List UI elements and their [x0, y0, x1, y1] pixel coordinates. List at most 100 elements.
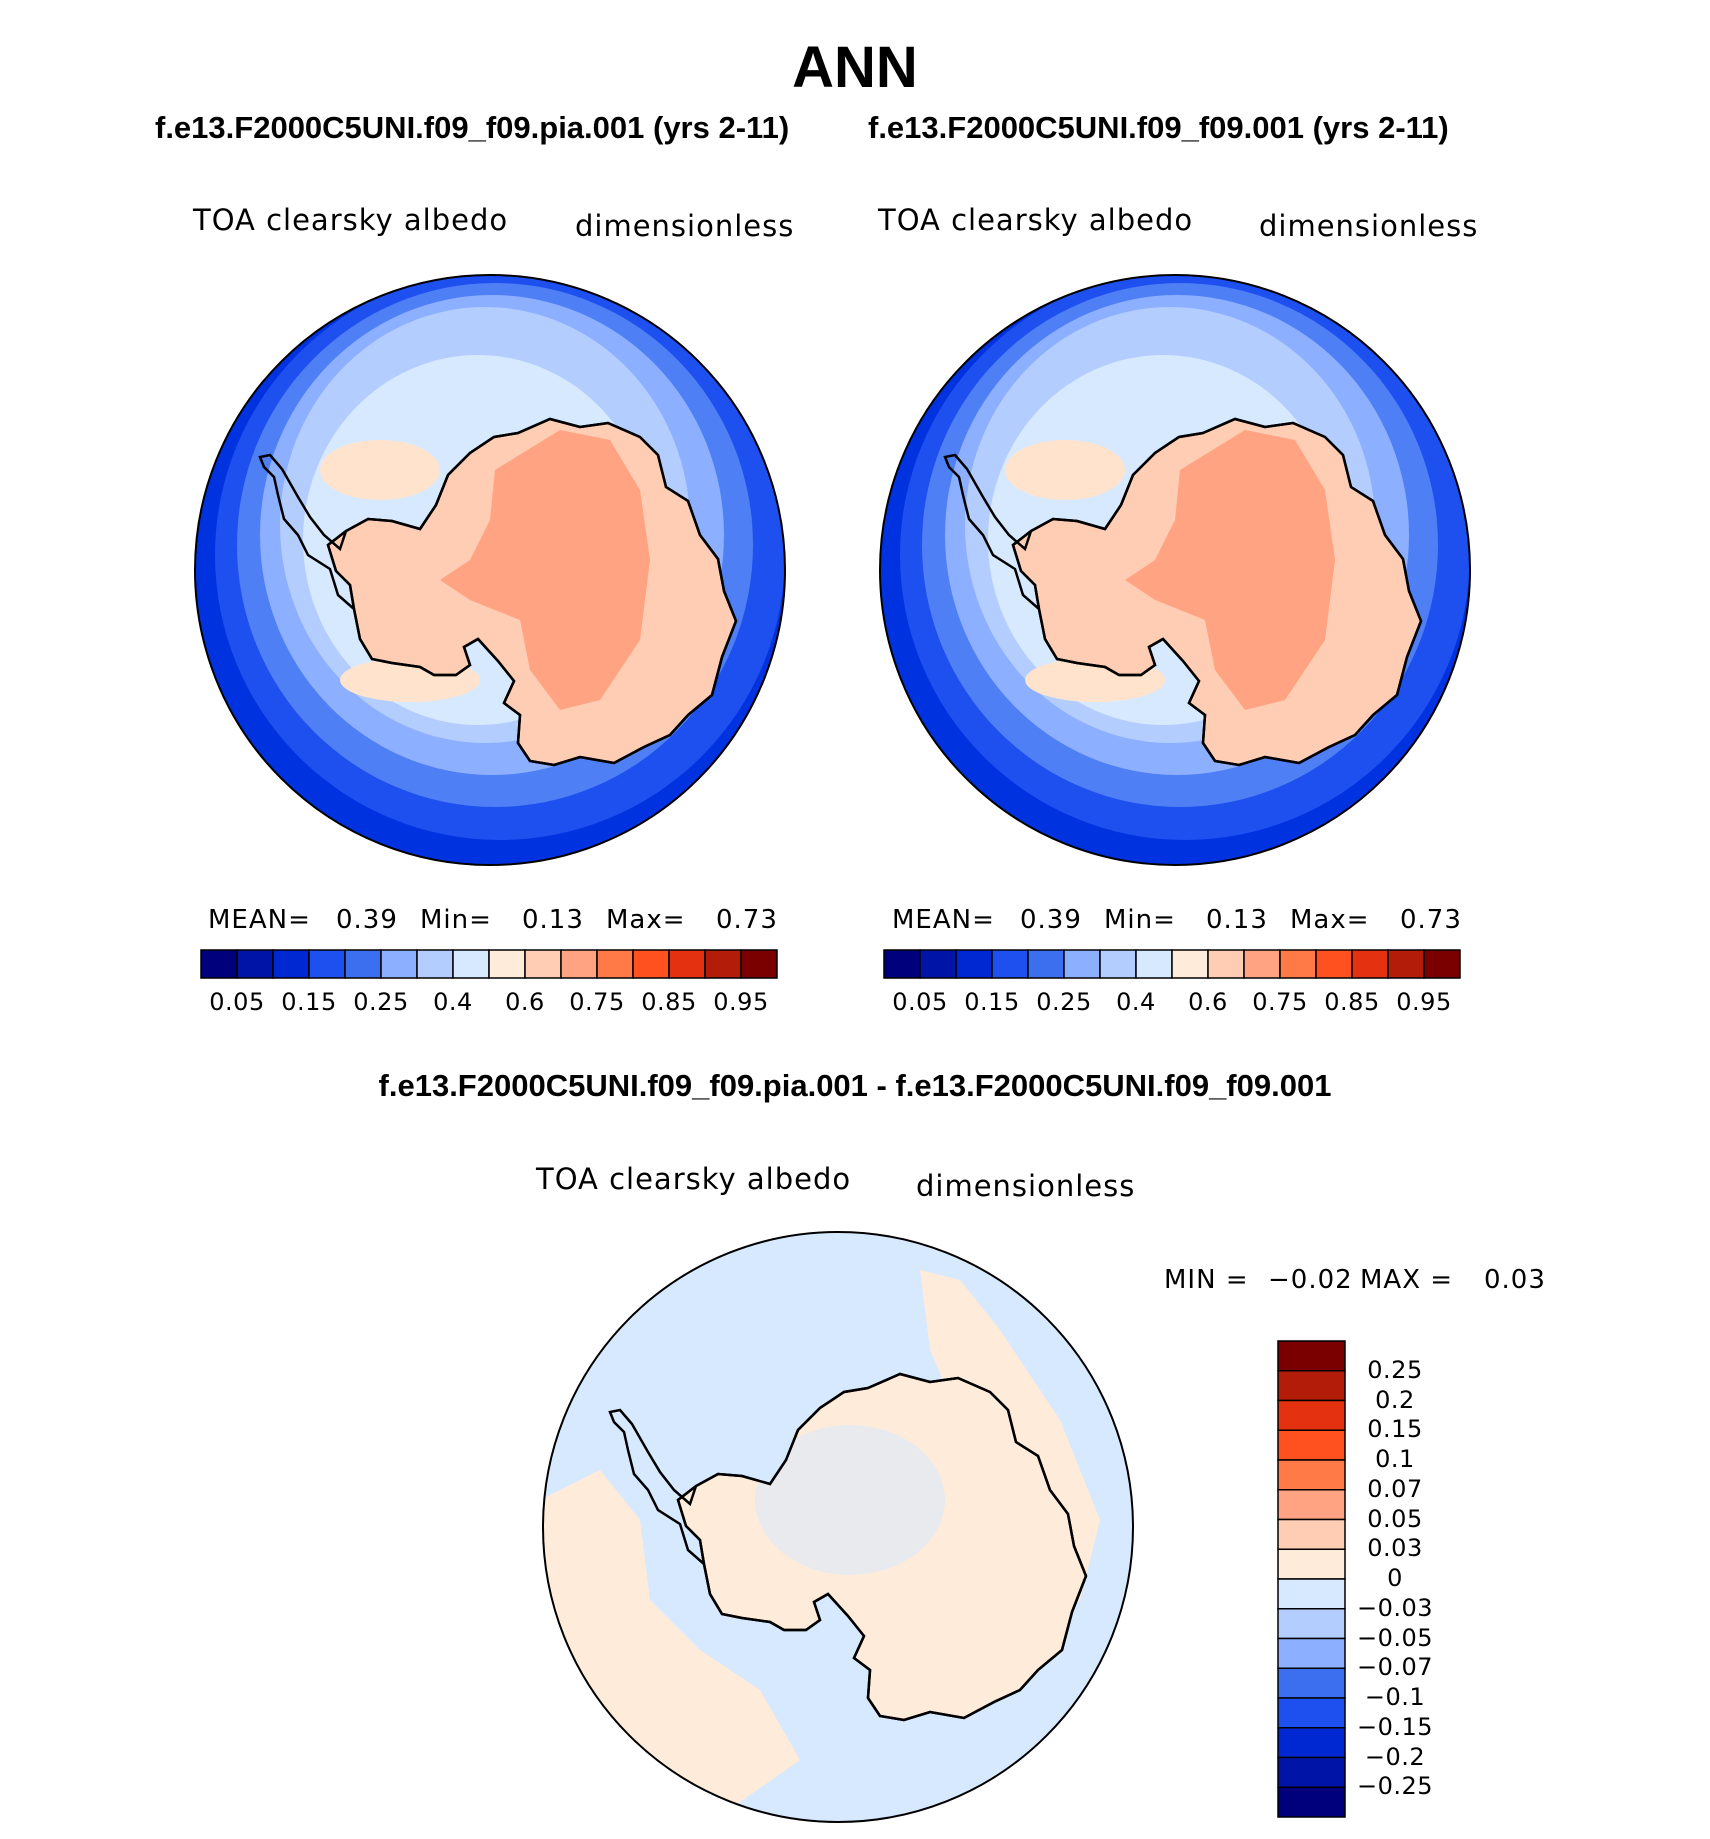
- diff-variable-label: TOA clearsky albedo: [536, 1162, 852, 1196]
- diff-colorbar-tick-label: −0.05: [1356, 1623, 1434, 1652]
- diff-units-label: dimensionless: [916, 1169, 1136, 1203]
- diff-colorbar-box-0: [1277, 1340, 1346, 1372]
- left-colorbar-box-7: [452, 949, 490, 979]
- right-colorbar-box-3: [991, 949, 1029, 979]
- diff-colorbar-box-4: [1277, 1459, 1346, 1491]
- left-colorbar-tick-label: 0.25: [353, 988, 409, 1016]
- left-map-border: [194, 274, 786, 866]
- right-colorbar-box-9: [1207, 949, 1245, 979]
- diff-colorbar-box-14: [1277, 1756, 1346, 1788]
- right-colorbar-box-15: [1423, 949, 1461, 979]
- diff-colorbar-tick-label: −0.15: [1356, 1712, 1434, 1741]
- diff-colorbar-box-10: [1277, 1637, 1346, 1669]
- left-colorbar-box-13: [668, 949, 706, 979]
- left-colorbar-box-0: [200, 949, 238, 979]
- right-colorbar-tick-label: 0.75: [1252, 988, 1308, 1016]
- diff-colorbar-tick-label: −0.07: [1356, 1653, 1434, 1682]
- right-min-label: Min=: [1104, 905, 1176, 935]
- right-colorbar-box-0: [883, 949, 921, 979]
- right-variable-label: TOA clearsky albedo: [878, 203, 1194, 237]
- left-map-plateau: [440, 430, 650, 710]
- diff-colorbar-box-11: [1277, 1667, 1346, 1699]
- left-colorbar-box-11: [596, 949, 634, 979]
- right-map-border: [879, 274, 1471, 866]
- left-colorbar-tick-label: 0.4: [433, 988, 473, 1016]
- diff-colorbar-tick-label: −0.25: [1356, 1772, 1434, 1801]
- left-colorbar-box-1: [236, 949, 274, 979]
- left-colorbar-box-14: [704, 949, 742, 979]
- diff-min-value: −0.02: [1268, 1265, 1353, 1295]
- right-colorbar-box-1: [919, 949, 957, 979]
- right-colorbar-box-11: [1279, 949, 1317, 979]
- right-min-value: 0.13: [1206, 905, 1268, 935]
- right-map-plateau: [1125, 430, 1335, 710]
- left-min-label: Min=: [420, 905, 492, 935]
- left-units-label: dimensionless: [575, 209, 795, 243]
- diff-colorbar-tick-label: −0.03: [1356, 1593, 1434, 1622]
- right-colorbar-tick-label: 0.95: [1396, 988, 1452, 1016]
- diff-colorbar-box-7: [1277, 1548, 1346, 1580]
- left-colorbar-box-12: [632, 949, 670, 979]
- diff-colorbar-tick-label: 0.2: [1375, 1385, 1415, 1414]
- right-colorbar-box-12: [1315, 949, 1353, 979]
- right-colorbar-box-4: [1027, 949, 1065, 979]
- right-colorbar-tick-label: 0.15: [964, 988, 1020, 1016]
- right-map-shelf-ross: [1005, 440, 1125, 500]
- right-colorbar-box-7: [1135, 949, 1173, 979]
- left-colorbar-tick-label: 0.15: [281, 988, 337, 1016]
- right-colorbar-tick-label: 0.25: [1036, 988, 1092, 1016]
- diff-colorbar-box-13: [1277, 1727, 1346, 1759]
- right-colorbar-box-10: [1243, 949, 1281, 979]
- diff-colorbar-box-12: [1277, 1697, 1346, 1729]
- left-colorbar-box-9: [524, 949, 562, 979]
- left-mean-value: 0.39: [336, 905, 398, 935]
- left-mean-label: MEAN=: [208, 905, 311, 935]
- left-colorbar-box-8: [488, 949, 526, 979]
- diff-colorbar-tick-label: 0.05: [1367, 1504, 1423, 1533]
- diff-max-value: 0.03: [1484, 1265, 1546, 1295]
- left-variable-label: TOA clearsky albedo: [193, 203, 509, 237]
- left-colorbar-box-6: [416, 949, 454, 979]
- diff-colorbar-tick-label: 0.03: [1367, 1534, 1423, 1563]
- left-colorbar-box-10: [560, 949, 598, 979]
- left-colorbar-box-2: [272, 949, 310, 979]
- left-colorbar-tick-label: 0.85: [641, 988, 697, 1016]
- diff-max-label: MAX =: [1360, 1265, 1454, 1295]
- right-colorbar-tick-label: 0.05: [892, 988, 948, 1016]
- right-polar-map: [879, 274, 1471, 866]
- right-colorbar-box-6: [1099, 949, 1137, 979]
- left-case-title: f.e13.F2000C5UNI.f09_f09.pia.001 (yrs 2-…: [155, 110, 790, 145]
- diff-colorbar-box-3: [1277, 1429, 1346, 1461]
- left-colorbar-tick-label: 0.95: [713, 988, 769, 1016]
- diff-map-interior-mix: [755, 1425, 945, 1575]
- right-colorbar-box-13: [1351, 949, 1389, 979]
- diff-colorbar-box-9: [1277, 1608, 1346, 1640]
- diff-min-label: MIN =: [1164, 1265, 1249, 1295]
- right-mean-value: 0.39: [1020, 905, 1082, 935]
- diff-colorbar-box-8: [1277, 1578, 1346, 1610]
- right-colorbar-box-5: [1063, 949, 1101, 979]
- diff-colorbar-box-5: [1277, 1489, 1346, 1521]
- diff-colorbar-tick-label: 0.1: [1375, 1445, 1415, 1473]
- page-title: ANN: [792, 35, 918, 100]
- left-colorbar-tick-label: 0.75: [569, 988, 625, 1016]
- right-colorbar-box-8: [1171, 949, 1209, 979]
- right-colorbar-box-2: [955, 949, 993, 979]
- diff-polar-map: [542, 1231, 1134, 1823]
- right-colorbar-box-14: [1387, 949, 1425, 979]
- left-map-shelf-ross: [320, 440, 440, 500]
- left-colorbar-box-4: [344, 949, 382, 979]
- left-colorbar-box-5: [380, 949, 418, 979]
- right-case-title: f.e13.F2000C5UNI.f09_f09.001 (yrs 2-11): [868, 110, 1449, 145]
- diff-colorbar-box-2: [1277, 1399, 1346, 1431]
- diff-colorbar-tick-label: −0.2: [1364, 1742, 1426, 1771]
- right-colorbar-tick-label: 0.4: [1116, 988, 1156, 1016]
- right-max-value: 0.73: [1400, 905, 1462, 935]
- diff-colorbar-box-6: [1277, 1518, 1346, 1550]
- left-polar-map: [194, 274, 786, 866]
- left-max-label: Max=: [606, 905, 686, 935]
- left-colorbar-box-3: [308, 949, 346, 979]
- right-mean-label: MEAN=: [892, 905, 995, 935]
- diff-colorbar-tick-label: 0.15: [1367, 1415, 1423, 1444]
- left-min-value: 0.13: [522, 905, 584, 935]
